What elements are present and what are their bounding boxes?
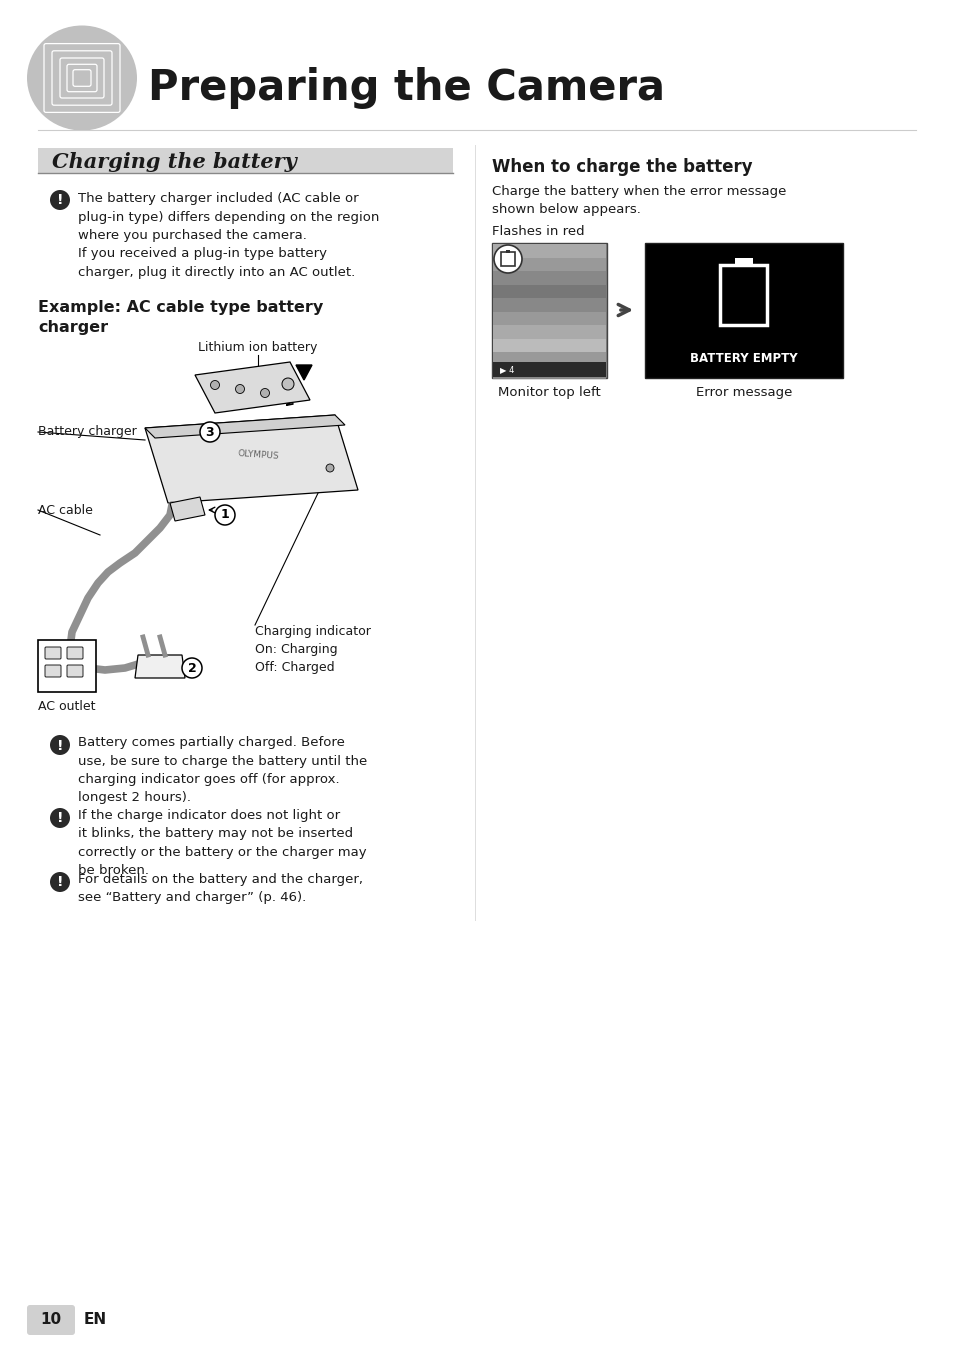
FancyBboxPatch shape	[493, 312, 605, 324]
Polygon shape	[145, 415, 357, 503]
FancyBboxPatch shape	[493, 338, 605, 351]
FancyBboxPatch shape	[38, 148, 453, 172]
FancyBboxPatch shape	[493, 351, 605, 365]
FancyBboxPatch shape	[493, 299, 605, 312]
Text: !: !	[56, 738, 63, 753]
Text: ▶ 4: ▶ 4	[499, 365, 514, 375]
Text: Charging indicator
On: Charging
Off: Charged: Charging indicator On: Charging Off: Cha…	[254, 626, 371, 674]
FancyBboxPatch shape	[67, 647, 83, 660]
Text: Lithium ion battery: Lithium ion battery	[198, 342, 317, 354]
Circle shape	[326, 464, 334, 472]
Circle shape	[50, 190, 70, 210]
FancyBboxPatch shape	[505, 250, 510, 252]
Text: 3: 3	[206, 426, 214, 438]
Text: Battery comes partially charged. Before
use, be sure to charge the battery until: Battery comes partially charged. Before …	[78, 735, 367, 805]
Circle shape	[260, 388, 269, 398]
FancyBboxPatch shape	[493, 324, 605, 338]
Text: Error message: Error message	[695, 385, 791, 399]
Text: Charge the battery when the error message
shown below appears.: Charge the battery when the error messag…	[492, 185, 785, 217]
Text: Flashes in red: Flashes in red	[492, 225, 584, 237]
Circle shape	[50, 873, 70, 892]
FancyBboxPatch shape	[45, 647, 61, 660]
FancyBboxPatch shape	[27, 1305, 75, 1335]
Circle shape	[200, 422, 220, 442]
Circle shape	[182, 658, 202, 678]
Text: Charging the battery: Charging the battery	[52, 152, 296, 172]
Text: If the charge indicator does not light or
it blinks, the battery may not be inse: If the charge indicator does not light o…	[78, 809, 366, 878]
Text: Monitor top left: Monitor top left	[497, 385, 600, 399]
Text: Example: AC cable type battery
charger: Example: AC cable type battery charger	[38, 300, 323, 335]
FancyBboxPatch shape	[67, 665, 83, 677]
Text: For details on the battery and the charger,
see “Battery and charger” (p. 46).: For details on the battery and the charg…	[78, 873, 363, 905]
FancyBboxPatch shape	[493, 362, 605, 377]
Text: 10: 10	[40, 1312, 62, 1327]
FancyBboxPatch shape	[493, 258, 605, 271]
Circle shape	[494, 246, 521, 273]
Text: EN: EN	[84, 1312, 107, 1327]
Text: 2: 2	[188, 661, 196, 674]
FancyBboxPatch shape	[493, 285, 605, 299]
Text: BATTERY EMPTY: BATTERY EMPTY	[689, 351, 797, 365]
Text: AC cable: AC cable	[38, 503, 92, 517]
Text: When to charge the battery: When to charge the battery	[492, 157, 752, 176]
FancyBboxPatch shape	[493, 271, 605, 285]
Text: Battery charger: Battery charger	[38, 426, 136, 438]
Ellipse shape	[27, 26, 137, 130]
FancyBboxPatch shape	[45, 665, 61, 677]
Circle shape	[214, 505, 234, 525]
FancyBboxPatch shape	[492, 243, 606, 379]
Polygon shape	[194, 362, 310, 413]
FancyBboxPatch shape	[493, 365, 605, 379]
Text: !: !	[56, 194, 63, 208]
FancyBboxPatch shape	[724, 270, 761, 320]
Text: The battery charger included (AC cable or
plug-in type) differs depending on the: The battery charger included (AC cable o…	[78, 191, 379, 280]
Circle shape	[50, 807, 70, 828]
Text: Preparing the Camera: Preparing the Camera	[148, 66, 664, 109]
FancyBboxPatch shape	[38, 641, 96, 692]
Circle shape	[50, 735, 70, 754]
FancyBboxPatch shape	[644, 243, 842, 379]
Polygon shape	[295, 365, 312, 380]
Polygon shape	[135, 655, 185, 678]
Text: AC outlet: AC outlet	[38, 700, 95, 712]
Polygon shape	[170, 497, 205, 521]
FancyBboxPatch shape	[734, 258, 752, 266]
Text: !: !	[56, 811, 63, 825]
Text: OLYMPUS: OLYMPUS	[236, 449, 278, 461]
Polygon shape	[145, 415, 345, 438]
Circle shape	[211, 380, 219, 389]
Text: !: !	[56, 875, 63, 889]
FancyBboxPatch shape	[493, 244, 605, 258]
Circle shape	[282, 379, 294, 389]
Text: 1: 1	[220, 509, 229, 521]
Circle shape	[235, 384, 244, 394]
